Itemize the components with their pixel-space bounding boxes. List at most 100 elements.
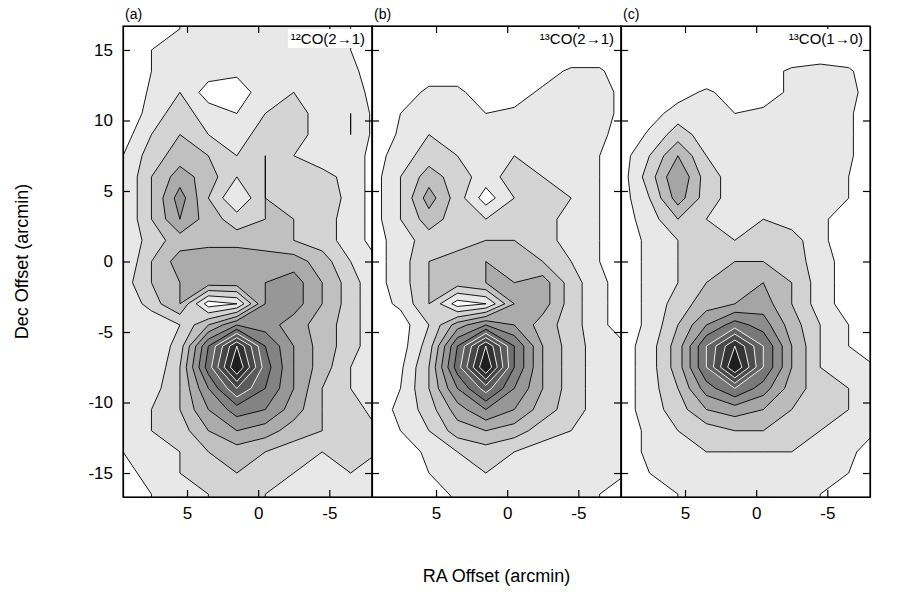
tick-mark: [123, 261, 130, 262]
tick: 5: [183, 490, 192, 523]
tick: [365, 120, 372, 121]
tick: [614, 120, 621, 121]
tick: [372, 120, 379, 121]
tick: [863, 262, 870, 263]
contours: [621, 26, 870, 497]
tick-label: 5: [104, 182, 113, 201]
tick-mark: [756, 490, 757, 497]
tick-label: 0: [254, 504, 263, 523]
contour-level: [400, 135, 585, 473]
tick-label: -5: [820, 504, 835, 523]
axis-line: [622, 497, 871, 498]
contour-level: [199, 325, 282, 417]
contour-level: [151, 135, 341, 473]
tick-mark: [365, 50, 372, 51]
tick: 5: [432, 490, 441, 523]
y-axis: -15-10-5051015: [88, 27, 130, 498]
tick-label: 0: [503, 504, 512, 523]
tick-mark: [827, 490, 828, 497]
contour-level: [461, 333, 509, 392]
tick-mark: [614, 50, 621, 51]
contour-level: [690, 312, 782, 405]
tick-mark: [621, 120, 628, 121]
tick-label: -5: [571, 504, 586, 523]
contour-level: [454, 329, 514, 401]
axis-line: [124, 26, 373, 27]
contour-level: [667, 156, 792, 417]
title-background: [537, 29, 617, 48]
axis-line: [373, 497, 622, 498]
tick-mark: [621, 473, 628, 474]
tick: -10: [88, 393, 130, 412]
tick: -5: [820, 490, 835, 523]
contour-level: [628, 64, 870, 497]
tick-mark: [123, 191, 130, 192]
tick: 15: [94, 41, 130, 60]
tick-mark: [863, 261, 870, 262]
tick-label: -5: [98, 323, 113, 342]
contour-level: [174, 187, 303, 430]
tick: [863, 332, 870, 333]
tick: [436, 26, 437, 33]
tick: [372, 473, 379, 474]
contour-level: [728, 346, 742, 372]
tick: [863, 120, 870, 121]
tick: [614, 262, 621, 263]
contour-level: [381, 68, 621, 497]
tick-mark: [372, 50, 379, 51]
tick: 0: [503, 490, 512, 523]
tick: [365, 50, 372, 51]
tick: [365, 332, 372, 333]
contour-level: [642, 124, 848, 452]
tick-mark: [372, 261, 379, 262]
tick: [863, 403, 870, 404]
axis-line: [622, 26, 871, 27]
tick: 0: [104, 252, 130, 271]
plot-frame: [621, 26, 870, 497]
y-axis: [372, 27, 379, 498]
tick-mark: [614, 402, 621, 403]
tick: [621, 262, 628, 263]
title-background: [786, 29, 866, 48]
tick: [863, 50, 870, 51]
y-axis-title: Dec Offset (arcmin): [12, 184, 32, 340]
tick-mark: [187, 26, 188, 33]
tick-mark: [614, 120, 621, 121]
tick: -15: [88, 464, 130, 483]
tick-label: 5: [183, 504, 192, 523]
contour-level: [423, 187, 550, 430]
tick-mark: [123, 402, 130, 403]
contour-level: [163, 166, 322, 445]
tick: [187, 26, 188, 33]
tick-mark: [329, 490, 330, 497]
contour-level: [655, 142, 806, 431]
tick-label: -5: [322, 504, 337, 523]
tick-mark: [507, 490, 508, 497]
tick-mark: [863, 120, 870, 121]
tick-mark: [436, 26, 437, 33]
tick-label: 0: [104, 252, 113, 271]
contour-level: [706, 328, 763, 388]
contours: [123, 26, 372, 497]
plot-frame: [372, 26, 621, 497]
tick-mark: [685, 26, 686, 33]
axis-line: [124, 497, 373, 498]
x-axis-title: RA Offset (arcmin): [423, 566, 571, 586]
tick-mark: [372, 473, 379, 474]
tick: [258, 26, 259, 33]
tick-label: -10: [88, 393, 113, 412]
tick: -5: [571, 490, 586, 523]
tick: [756, 26, 757, 33]
figure: 50-5-15-10-5051015(a)¹²CO(2→1)Dec Offset…: [0, 0, 912, 592]
tick: 0: [254, 490, 263, 523]
contour-level: [721, 340, 749, 378]
panel-label: (c): [623, 6, 639, 22]
panel-title: ¹³CO(2→1): [540, 30, 614, 47]
tick-mark: [614, 473, 621, 474]
tick: 0: [752, 490, 761, 523]
contour-level: [448, 325, 524, 410]
y-axis-right: [365, 27, 373, 498]
tick-label: -15: [88, 464, 113, 483]
tick: [621, 332, 628, 333]
axis-line: [373, 26, 622, 27]
